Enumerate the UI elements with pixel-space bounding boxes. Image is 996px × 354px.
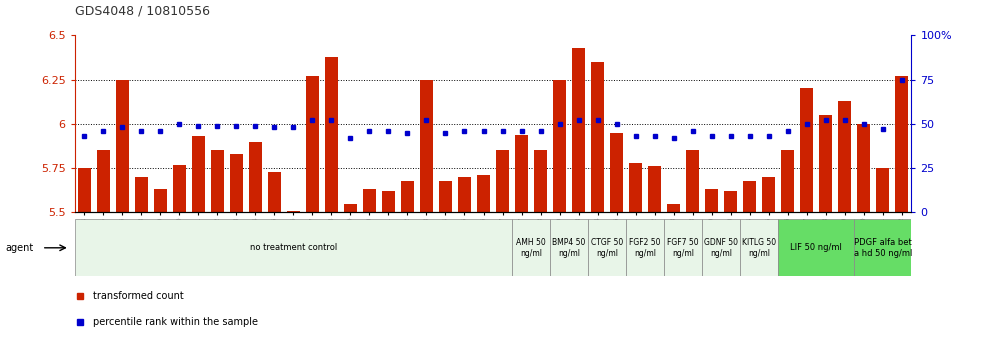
Bar: [610, 133, 623, 212]
Bar: [515, 135, 528, 212]
Bar: [588, 219, 626, 276]
Bar: [134, 177, 147, 212]
Text: GDNF 50
ng/ml: GDNF 50 ng/ml: [704, 238, 738, 257]
Bar: [477, 175, 490, 212]
Bar: [664, 219, 702, 276]
Text: no treatment control: no treatment control: [250, 243, 337, 252]
Bar: [78, 168, 91, 212]
Bar: [325, 57, 338, 212]
Bar: [534, 150, 547, 212]
Bar: [553, 80, 566, 212]
Text: BMP4 50
ng/ml: BMP4 50 ng/ml: [553, 238, 586, 257]
Bar: [496, 150, 509, 212]
Bar: [287, 211, 300, 212]
Bar: [781, 150, 795, 212]
Bar: [458, 177, 471, 212]
Bar: [268, 172, 281, 212]
Bar: [400, 181, 414, 212]
Bar: [381, 191, 395, 212]
Bar: [778, 219, 855, 276]
Bar: [858, 124, 871, 212]
Bar: [740, 219, 778, 276]
Bar: [743, 181, 756, 212]
Text: PDGF alfa bet
a hd 50 ng/ml: PDGF alfa bet a hd 50 ng/ml: [854, 238, 912, 257]
Text: CTGF 50
ng/ml: CTGF 50 ng/ml: [591, 238, 623, 257]
Bar: [572, 48, 586, 212]
Text: FGF7 50
ng/ml: FGF7 50 ng/ml: [667, 238, 699, 257]
Text: transformed count: transformed count: [93, 291, 183, 301]
Bar: [591, 62, 605, 212]
Bar: [512, 219, 550, 276]
Bar: [116, 80, 128, 212]
Bar: [191, 136, 205, 212]
Text: agent: agent: [5, 243, 33, 253]
Text: GDS4048 / 10810556: GDS4048 / 10810556: [75, 5, 210, 18]
Bar: [819, 115, 833, 212]
Bar: [344, 204, 357, 212]
Bar: [648, 166, 661, 212]
Bar: [686, 150, 699, 212]
Text: LIF 50 ng/ml: LIF 50 ng/ml: [791, 243, 843, 252]
Bar: [626, 219, 664, 276]
Bar: [550, 219, 588, 276]
Text: AMH 50
ng/ml: AMH 50 ng/ml: [516, 238, 546, 257]
Bar: [419, 80, 433, 212]
Bar: [895, 76, 908, 212]
Bar: [705, 189, 718, 212]
Text: KITLG 50
ng/ml: KITLG 50 ng/ml: [742, 238, 776, 257]
Bar: [838, 101, 852, 212]
Bar: [876, 168, 889, 212]
Bar: [306, 76, 319, 212]
Bar: [800, 88, 814, 212]
Bar: [75, 219, 512, 276]
Bar: [211, 150, 224, 212]
Bar: [363, 189, 376, 212]
Bar: [724, 191, 737, 212]
Bar: [153, 189, 167, 212]
Text: FGF2 50
ng/ml: FGF2 50 ng/ml: [629, 238, 661, 257]
Bar: [172, 165, 186, 212]
Bar: [855, 219, 911, 276]
Bar: [230, 154, 243, 212]
Text: percentile rank within the sample: percentile rank within the sample: [93, 317, 258, 327]
Bar: [762, 177, 775, 212]
Bar: [439, 181, 452, 212]
Bar: [702, 219, 740, 276]
Bar: [667, 204, 680, 212]
Bar: [97, 150, 110, 212]
Bar: [629, 163, 642, 212]
Bar: [249, 142, 262, 212]
